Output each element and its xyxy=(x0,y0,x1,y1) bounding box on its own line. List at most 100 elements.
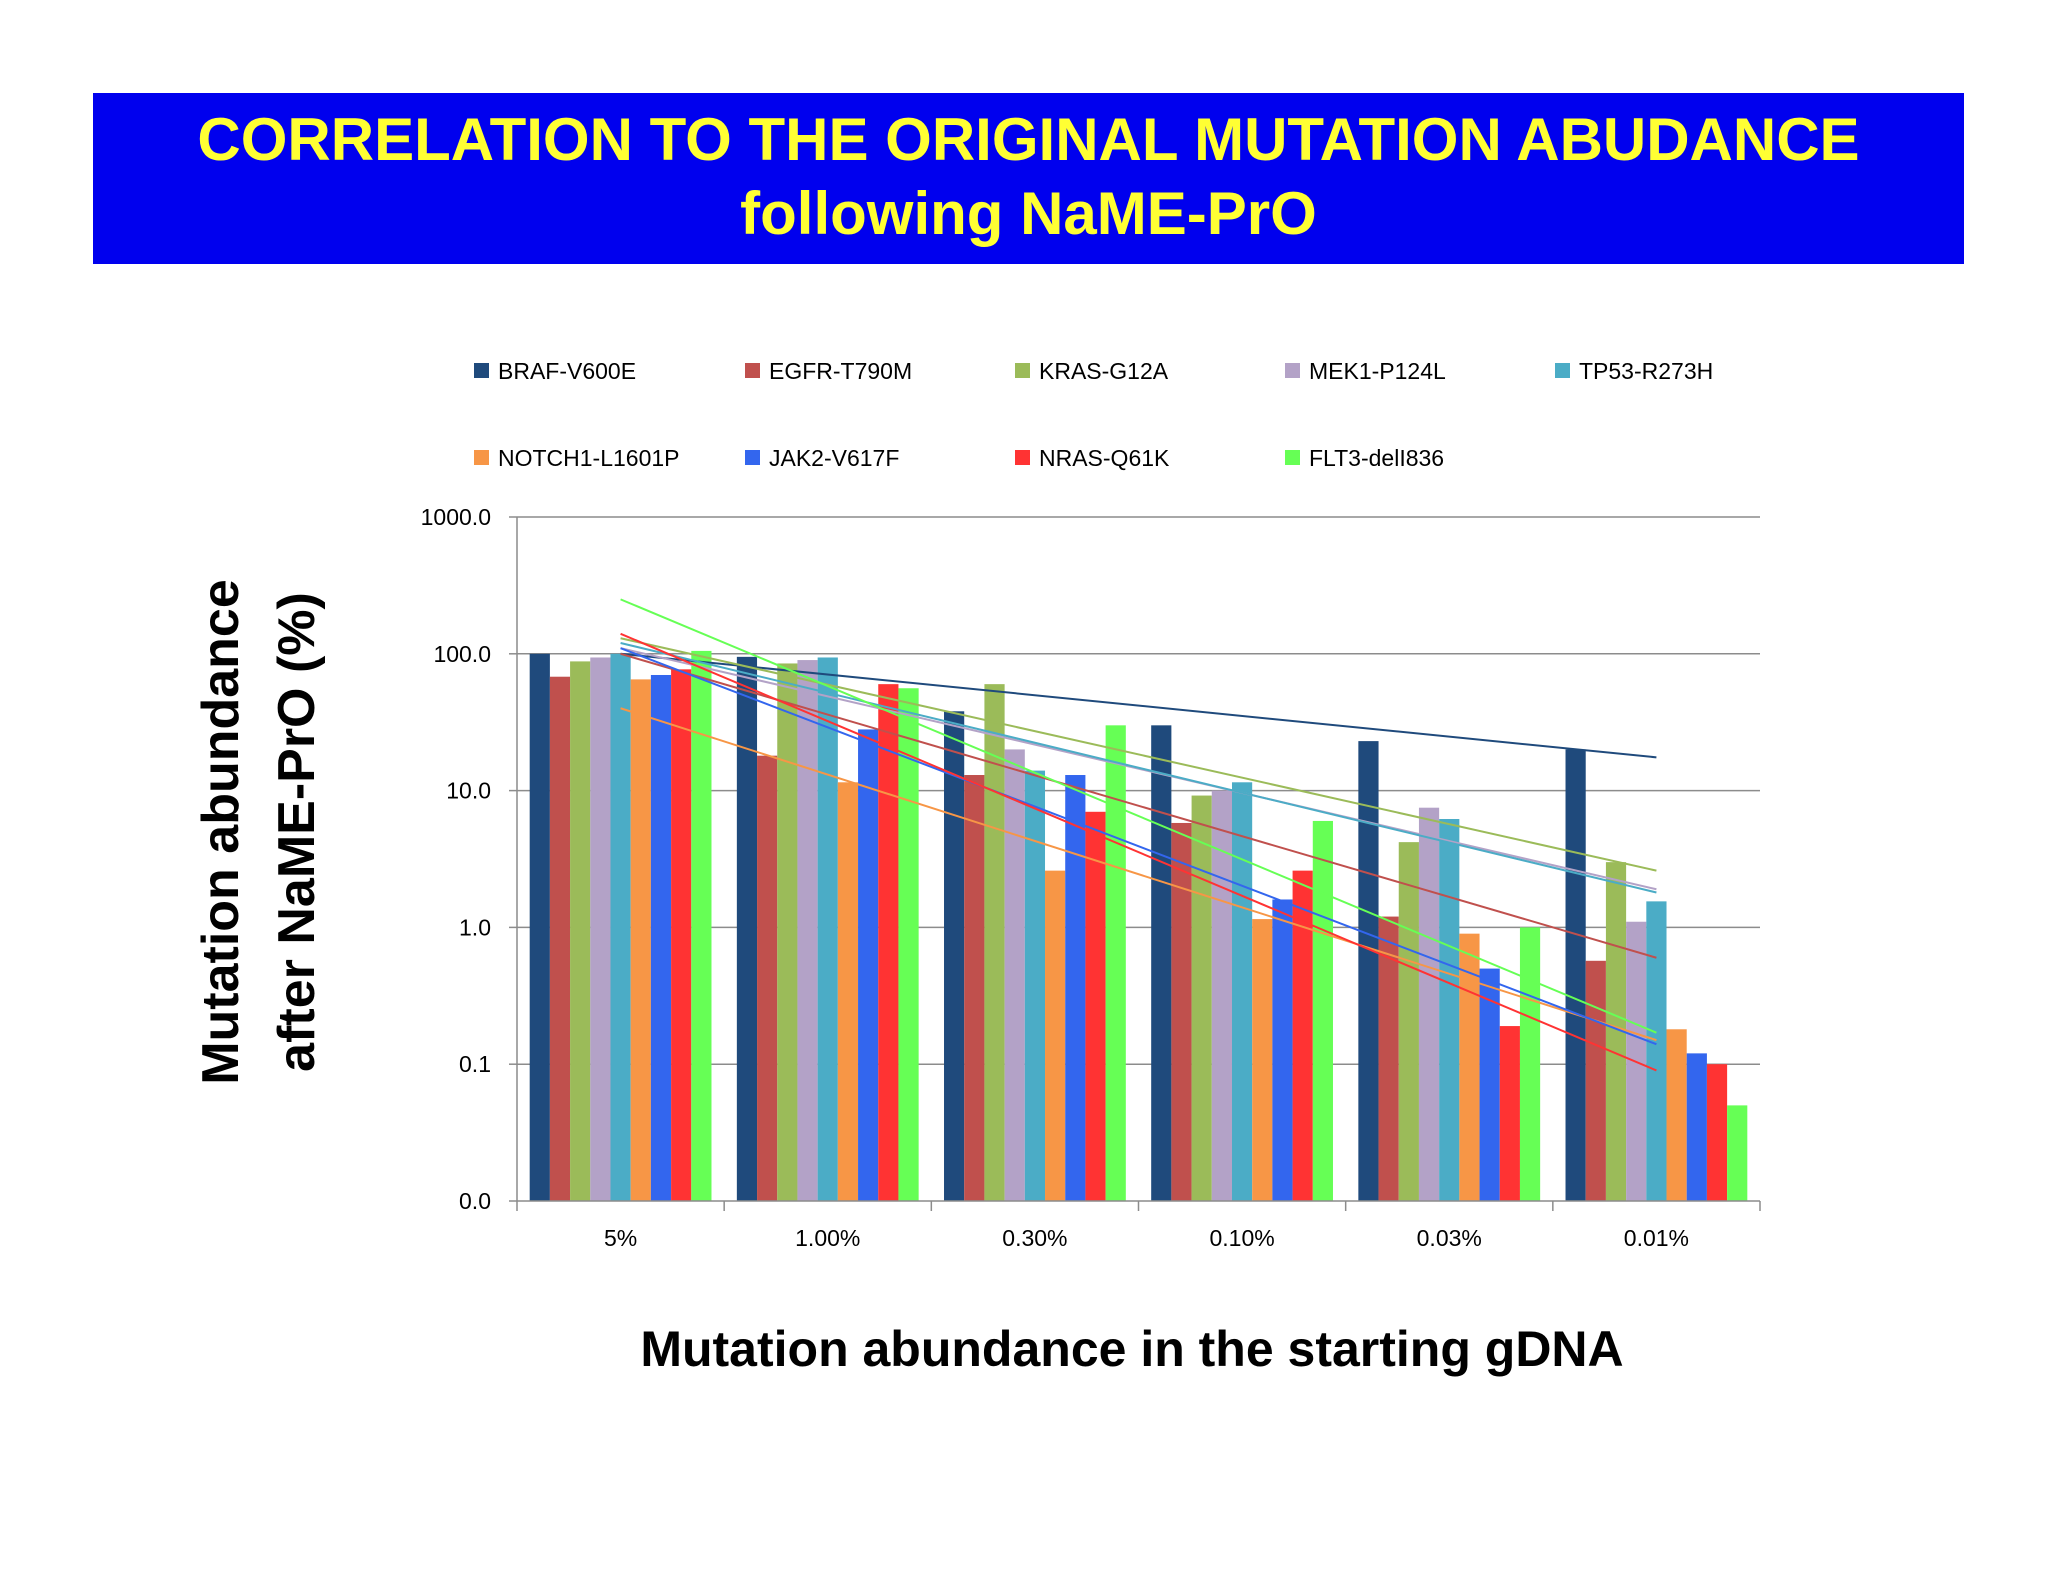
trendline xyxy=(620,652,1657,759)
legend-swatch xyxy=(1015,450,1030,465)
x-tick-label: 5% xyxy=(604,1225,637,1251)
bar xyxy=(777,663,798,1201)
trendline xyxy=(620,632,1657,1072)
bar xyxy=(1519,927,1541,1201)
bars xyxy=(529,650,1748,1201)
bar xyxy=(1191,795,1212,1201)
bar xyxy=(757,755,778,1201)
y-tick-label: 10.0 xyxy=(446,778,491,804)
trendline xyxy=(620,641,1657,894)
bar xyxy=(944,711,965,1201)
bar xyxy=(1398,842,1419,1201)
bar xyxy=(1378,916,1399,1201)
bar xyxy=(1045,870,1066,1201)
bar xyxy=(1024,770,1046,1201)
trendline xyxy=(620,652,1657,959)
y-tick-label: 1000.0 xyxy=(421,504,491,530)
bar xyxy=(610,653,631,1201)
bar xyxy=(1666,1029,1687,1201)
legend-swatch xyxy=(1015,363,1030,378)
bar xyxy=(1252,919,1273,1201)
bar xyxy=(1646,901,1667,1201)
bar xyxy=(671,669,692,1201)
bar xyxy=(1231,782,1253,1201)
legend-label: TP53-R273H xyxy=(1579,358,1713,384)
bar xyxy=(1292,870,1313,1201)
bar xyxy=(1686,1053,1707,1201)
x-axis-label: Mutation abundance in the starting gDNA xyxy=(640,1321,1623,1377)
trendlines xyxy=(620,598,1657,1072)
legend-swatch xyxy=(1285,363,1300,378)
bar xyxy=(570,661,591,1201)
bar xyxy=(858,729,879,1201)
bar xyxy=(1312,820,1333,1201)
chart-title-line2: following NaME-PrO xyxy=(740,180,1317,247)
bar xyxy=(736,656,758,1201)
bar xyxy=(1065,775,1086,1201)
bar xyxy=(1479,968,1500,1201)
y-tick-label: 0.1 xyxy=(459,1051,491,1077)
bar xyxy=(1272,899,1293,1201)
legend-label: EGFR-T790M xyxy=(769,358,912,384)
bar xyxy=(797,660,818,1201)
bar xyxy=(837,782,859,1201)
title-banner: CORRELATION TO THE ORIGINAL MUTATION ABU… xyxy=(93,93,1964,264)
bar xyxy=(1004,749,1025,1201)
bar xyxy=(1418,807,1440,1201)
legend-label: MEK1-P124L xyxy=(1309,358,1446,384)
bar xyxy=(1565,749,1586,1201)
legend-swatch xyxy=(474,363,489,378)
bar xyxy=(1085,811,1106,1201)
bar xyxy=(1499,1026,1520,1201)
gridlines xyxy=(517,516,1760,1065)
legend-label: KRAS-G12A xyxy=(1039,358,1169,384)
legend-label: FLT3-delI836 xyxy=(1309,445,1444,471)
legend-label: NRAS-Q61K xyxy=(1039,445,1170,471)
bar xyxy=(1171,822,1192,1201)
legend-swatch xyxy=(745,363,760,378)
x-tick-label: 1.00% xyxy=(795,1225,860,1251)
legend: BRAF-V600E EGFR-T790M KRAS-G12A MEK1-P124L T… xyxy=(474,358,1713,471)
legend-label: NOTCH1-L1601P xyxy=(498,445,680,471)
legend-swatch xyxy=(1555,363,1570,378)
y-axis-label-line2: after NaME-PrO (%) xyxy=(268,592,326,1072)
y-tick-label: 0.0 xyxy=(459,1188,491,1214)
bar xyxy=(1459,933,1480,1201)
bar xyxy=(1706,1064,1728,1201)
x-tick-label: 0.10% xyxy=(1209,1225,1274,1251)
y-tick-label: 100.0 xyxy=(433,641,491,667)
trendline xyxy=(620,637,1657,872)
legend-swatch xyxy=(474,450,489,465)
bar xyxy=(1585,960,1606,1201)
bar xyxy=(549,676,571,1201)
bar xyxy=(1727,1105,1748,1201)
bar xyxy=(650,674,672,1201)
x-tick-label: 0.03% xyxy=(1417,1225,1482,1251)
legend-label: BRAF-V600E xyxy=(498,358,636,384)
axes: 0.0 0.1 1.0 10.0 100.0 1000.0 5% 1.00% 0.30% 0.10… xyxy=(421,504,1761,1251)
bar xyxy=(984,684,1005,1201)
bar xyxy=(1439,819,1460,1201)
bar xyxy=(878,684,899,1201)
chart-title-line1: CORRELATION TO THE ORIGINAL MUTATION ABU… xyxy=(197,106,1860,173)
bar xyxy=(1211,790,1232,1201)
bar xyxy=(529,653,550,1201)
bar xyxy=(1358,741,1379,1201)
bar xyxy=(898,688,919,1201)
y-axis-label: Mutation abundance after NaME-PrO (%) xyxy=(192,579,326,1085)
trendline xyxy=(620,647,1657,1046)
bar xyxy=(817,657,838,1201)
bar xyxy=(964,775,985,1201)
bar xyxy=(590,657,611,1201)
legend-label: JAK2-V617F xyxy=(769,445,899,471)
bar xyxy=(630,679,651,1201)
bar xyxy=(691,650,712,1201)
y-axis-label-line1: Mutation abundance xyxy=(192,579,250,1085)
legend-swatch xyxy=(1285,450,1300,465)
x-tick-label: 0.01% xyxy=(1624,1225,1689,1251)
y-tick-label: 1.0 xyxy=(459,914,491,940)
trendline xyxy=(620,598,1657,1034)
trendline xyxy=(620,707,1657,1042)
x-tick-label: 0.30% xyxy=(1002,1225,1067,1251)
